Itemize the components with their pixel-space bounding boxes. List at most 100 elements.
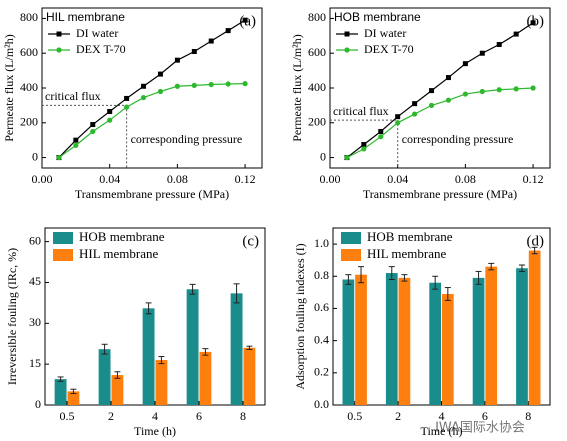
series-line bbox=[346, 87, 534, 159]
data-point bbox=[73, 142, 79, 148]
legend-swatch bbox=[341, 249, 361, 261]
x-tick-label: 4 bbox=[152, 409, 158, 423]
x-tick-label: 0.12 bbox=[523, 172, 544, 186]
data-point bbox=[445, 97, 452, 103]
y-axis-label: Permeate flux (L/m²h) bbox=[2, 34, 16, 142]
chart-title: HIL membrane bbox=[46, 10, 125, 24]
bar bbox=[155, 360, 168, 405]
data-point bbox=[513, 86, 519, 92]
legend-label: HIL membrane bbox=[367, 246, 447, 261]
bar bbox=[398, 277, 411, 405]
x-tick-label: 6 bbox=[196, 409, 202, 423]
y-tick-label: 0 bbox=[320, 149, 326, 163]
x-tick-label: 0.04 bbox=[387, 172, 408, 186]
data-point bbox=[378, 134, 384, 140]
bar bbox=[385, 273, 398, 405]
bar bbox=[528, 250, 541, 405]
data-point bbox=[361, 142, 367, 148]
data-point bbox=[107, 117, 113, 123]
legend-label: DEX T-70 bbox=[364, 42, 414, 56]
data-point bbox=[157, 71, 163, 77]
data-point bbox=[107, 108, 113, 114]
data-point bbox=[378, 128, 384, 134]
y-axis-label: Irreversible fouling (IRc, %) bbox=[5, 248, 19, 385]
x-axis-label: Transmembrane pressure (MPa) bbox=[75, 187, 229, 201]
legend-label: DEX T-70 bbox=[76, 42, 126, 56]
data-point bbox=[124, 104, 130, 110]
series-line bbox=[58, 19, 246, 158]
data-point bbox=[462, 61, 468, 67]
data-point bbox=[513, 31, 519, 37]
bar bbox=[230, 293, 243, 405]
data-point bbox=[530, 85, 536, 91]
data-point bbox=[208, 38, 214, 44]
bar bbox=[142, 308, 155, 405]
data-point bbox=[412, 101, 418, 107]
y-tick-label: 600 bbox=[308, 45, 326, 59]
x-tick-label: 2 bbox=[395, 409, 401, 423]
y-axis-label: Permeate flux (L/m²h) bbox=[290, 34, 304, 142]
legend-marker bbox=[56, 31, 62, 37]
data-point bbox=[157, 88, 164, 95]
data-point bbox=[344, 154, 350, 161]
legend-label: DI water bbox=[76, 26, 118, 40]
data-point bbox=[428, 102, 435, 108]
data-point bbox=[479, 50, 485, 56]
series-line bbox=[58, 83, 246, 159]
y-tick-label: 0.0 bbox=[314, 397, 329, 411]
x-tick-label: 0.12 bbox=[235, 172, 256, 186]
y-tick-label: 400 bbox=[308, 80, 326, 94]
annotation: corresponding pressure bbox=[131, 132, 243, 146]
bar bbox=[98, 349, 111, 405]
x-tick-label: 8 bbox=[525, 409, 531, 423]
x-tick-label: 0.5 bbox=[347, 409, 362, 423]
bar bbox=[186, 289, 199, 405]
data-point bbox=[73, 137, 79, 143]
bar bbox=[67, 391, 80, 405]
bar bbox=[441, 293, 454, 405]
x-tick-label: 0.08 bbox=[455, 172, 476, 186]
annotation: corresponding pressure bbox=[402, 132, 514, 146]
y-tick-label: 0.8 bbox=[314, 268, 329, 282]
data-point bbox=[174, 57, 180, 63]
bar bbox=[355, 274, 367, 405]
y-tick-label: 1.0 bbox=[314, 236, 329, 250]
series-line bbox=[346, 22, 534, 159]
bar bbox=[472, 277, 485, 405]
y-tick-label: 400 bbox=[20, 80, 38, 94]
legend-swatch bbox=[53, 249, 73, 261]
data-point bbox=[141, 83, 147, 89]
y-tick-label: 0.6 bbox=[314, 300, 329, 314]
x-tick-label: 8 bbox=[240, 409, 246, 423]
bar bbox=[342, 279, 355, 405]
x-axis-label: Time (h) bbox=[134, 424, 176, 438]
y-tick-label: 0 bbox=[35, 397, 41, 411]
data-point bbox=[242, 81, 248, 87]
x-tick-label: 0.5 bbox=[60, 409, 75, 423]
y-axis-label: Adsorption fouling indexes (I) bbox=[293, 243, 307, 389]
bar bbox=[485, 266, 498, 405]
bar bbox=[54, 379, 67, 405]
y-tick-label: 15 bbox=[29, 356, 41, 370]
legend-marker bbox=[56, 47, 62, 53]
data-point bbox=[429, 88, 435, 94]
legend-marker bbox=[344, 31, 350, 37]
y-tick-label: 0.4 bbox=[314, 332, 329, 346]
legend-label: HOB membrane bbox=[79, 229, 165, 244]
x-tick-label: 2 bbox=[108, 409, 114, 423]
x-tick-label: 0.00 bbox=[320, 172, 341, 186]
data-point bbox=[174, 83, 180, 89]
y-tick-label: 800 bbox=[308, 10, 326, 24]
data-point bbox=[191, 82, 197, 88]
y-tick-label: 60 bbox=[29, 233, 41, 247]
x-tick-label: 4 bbox=[439, 409, 445, 423]
legend-swatch bbox=[341, 232, 361, 244]
legend-label: HIL membrane bbox=[79, 246, 159, 261]
y-tick-label: 0 bbox=[32, 149, 38, 163]
y-tick-label: 800 bbox=[20, 10, 38, 24]
data-point bbox=[208, 81, 214, 88]
chart-title: HOB membrane bbox=[334, 10, 421, 24]
panel-label: (a) bbox=[239, 13, 256, 29]
data-point bbox=[496, 42, 502, 48]
